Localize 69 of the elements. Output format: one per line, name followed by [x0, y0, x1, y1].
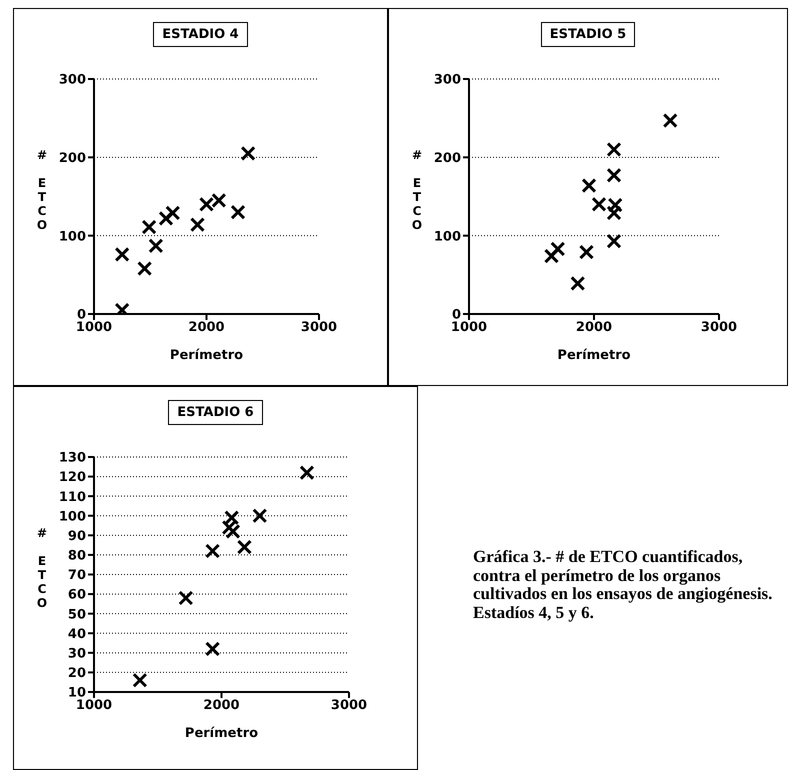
- x-tick-label: 1000: [450, 320, 488, 336]
- y-tick-label: 60: [68, 588, 86, 603]
- point: [606, 142, 622, 157]
- y-tick-label: 200: [434, 150, 461, 166]
- y-tick-label: 200: [58, 150, 86, 166]
- point: [240, 146, 256, 161]
- y-tick-label: 20: [68, 666, 86, 682]
- y-tick-label: 100: [58, 229, 86, 244]
- point: [178, 590, 194, 606]
- x-tick-label: 2000: [203, 698, 240, 714]
- x-tick-label: 3000: [330, 698, 368, 714]
- point: [606, 168, 622, 183]
- y-tick-label: 130: [58, 450, 86, 466]
- chart-title: ESTADIO 4: [153, 22, 248, 47]
- y-tick-label: 50: [68, 607, 86, 622]
- point: [299, 465, 314, 480]
- y-tick-label: 70: [68, 568, 86, 584]
- x-tick-label: 1000: [76, 698, 112, 714]
- y-tick-label: 300: [58, 72, 86, 88]
- y-tick-label: 100: [58, 509, 86, 524]
- y-tick-label: 100: [434, 229, 461, 244]
- point: [662, 113, 678, 128]
- point: [579, 244, 594, 260]
- y-tick-label: 30: [68, 646, 86, 662]
- y-tick-label: 80: [68, 548, 86, 564]
- x-tick-label: 2000: [188, 320, 225, 336]
- point: [158, 210, 174, 226]
- y-tick-label: 120: [58, 470, 86, 486]
- y-tick-label: 300: [434, 72, 461, 88]
- x-tick-label: 1000: [76, 320, 112, 336]
- chart-title: ESTADIO 5: [540, 22, 636, 47]
- point: [222, 520, 237, 535]
- y-tick-label: 0: [76, 308, 86, 323]
- point: [606, 205, 622, 220]
- text: Gráfica 3.- # de ETCO cuantificados, contra el perímetro de los organos cultivados en los ensayos de angiogénesis. Estadíos 4, 5 y 6.: [473, 547, 773, 623]
- point: [582, 178, 596, 194]
- point: [132, 672, 148, 688]
- point: [165, 205, 180, 220]
- x-tick-label: 2000: [576, 320, 612, 336]
- point: [114, 246, 130, 262]
- x-axis-title: Perímetro: [184, 726, 258, 741]
- y-tick-label: 110: [58, 490, 86, 505]
- point: [148, 238, 164, 254]
- y-axis-title: # ETCO: [36, 148, 48, 232]
- y-axis-title: # ETCO: [36, 526, 48, 610]
- x-tick-label: 3000: [300, 320, 338, 336]
- chart-title: ESTADIO 6: [168, 400, 263, 425]
- point: [224, 510, 240, 526]
- y-tick-label: 10: [68, 686, 86, 701]
- point: [205, 641, 220, 656]
- point: [236, 540, 252, 555]
- point: [252, 508, 268, 524]
- point: [550, 241, 566, 256]
- point: [230, 204, 246, 220]
- point: [142, 220, 157, 235]
- point: [606, 234, 622, 249]
- point: [225, 524, 240, 539]
- x-axis-title: Perímetro: [557, 348, 631, 363]
- y-tick-label: 90: [68, 528, 86, 544]
- point: [190, 217, 205, 232]
- x-axis-title: Perímetro: [170, 348, 244, 363]
- point: [544, 248, 559, 264]
- y-tick-label: 0: [452, 308, 461, 323]
- point: [570, 276, 586, 291]
- point: [205, 544, 220, 558]
- point: [137, 261, 152, 276]
- y-axis-title: # ETCO: [412, 148, 422, 232]
- y-tick-label: 40: [68, 626, 86, 642]
- x-tick-label: 3000: [700, 320, 738, 336]
